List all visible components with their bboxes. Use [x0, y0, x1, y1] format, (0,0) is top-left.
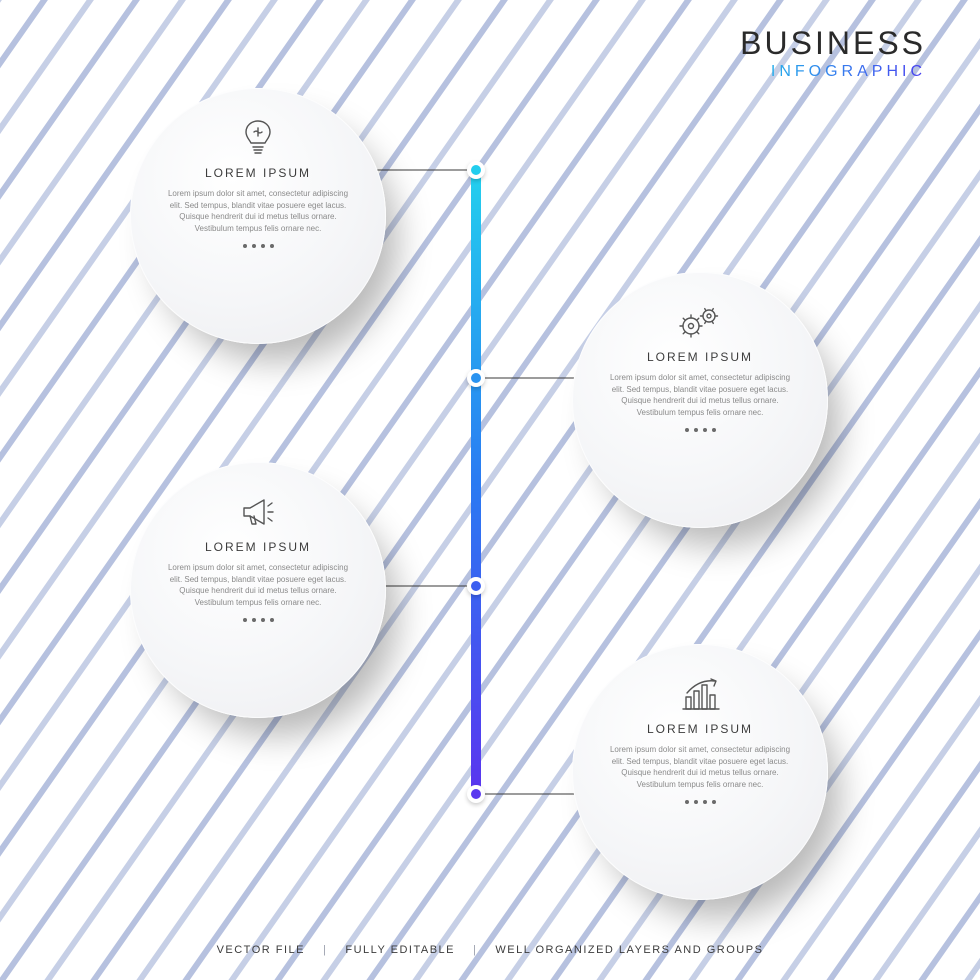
step-body: Lorem ipsum dolor sit amet, consectetur … — [130, 188, 386, 234]
step-circle: LOREM IPSUM Lorem ipsum dolor sit amet, … — [130, 88, 386, 344]
step-dots — [243, 244, 274, 248]
footer-separator: | — [323, 944, 327, 956]
step-dots — [243, 618, 274, 622]
footer: VECTOR FILE | FULLY EDITABLE | WELL ORGA… — [0, 944, 980, 956]
step-dots — [685, 800, 716, 804]
step-title: LOREM IPSUM — [647, 722, 753, 736]
barchart-icon — [679, 672, 721, 716]
step-circle: LOREM IPSUM Lorem ipsum dolor sit amet, … — [572, 272, 828, 528]
header-subtitle: INFOGRAPHIC — [740, 63, 926, 81]
spine-node — [467, 161, 485, 179]
timeline-spine — [471, 170, 481, 794]
step-circle: LOREM IPSUM Lorem ipsum dolor sit amet, … — [572, 644, 828, 900]
footer-item: WELL ORGANIZED LAYERS AND GROUPS — [495, 944, 763, 956]
step-title: LOREM IPSUM — [205, 166, 311, 180]
step-title: LOREM IPSUM — [205, 540, 311, 554]
step-body: Lorem ipsum dolor sit amet, consectetur … — [572, 372, 828, 418]
footer-item: FULLY EDITABLE — [345, 944, 455, 956]
lightbulb-icon — [241, 116, 275, 160]
step-body: Lorem ipsum dolor sit amet, consectetur … — [572, 744, 828, 790]
spine-node — [467, 785, 485, 803]
step-title: LOREM IPSUM — [647, 350, 753, 364]
header-title: BUSINESS — [740, 26, 926, 61]
spine-node — [467, 577, 485, 595]
step-dots — [685, 428, 716, 432]
header: BUSINESS INFOGRAPHIC — [740, 26, 926, 81]
spine-node — [467, 369, 485, 387]
connectors — [0, 0, 980, 980]
footer-item: VECTOR FILE — [217, 944, 305, 956]
footer-separator: | — [473, 944, 477, 956]
gears-icon — [677, 300, 723, 344]
step-circle: LOREM IPSUM Lorem ipsum dolor sit amet, … — [130, 462, 386, 718]
step-body: Lorem ipsum dolor sit amet, consectetur … — [130, 562, 386, 608]
megaphone-icon — [238, 490, 278, 534]
